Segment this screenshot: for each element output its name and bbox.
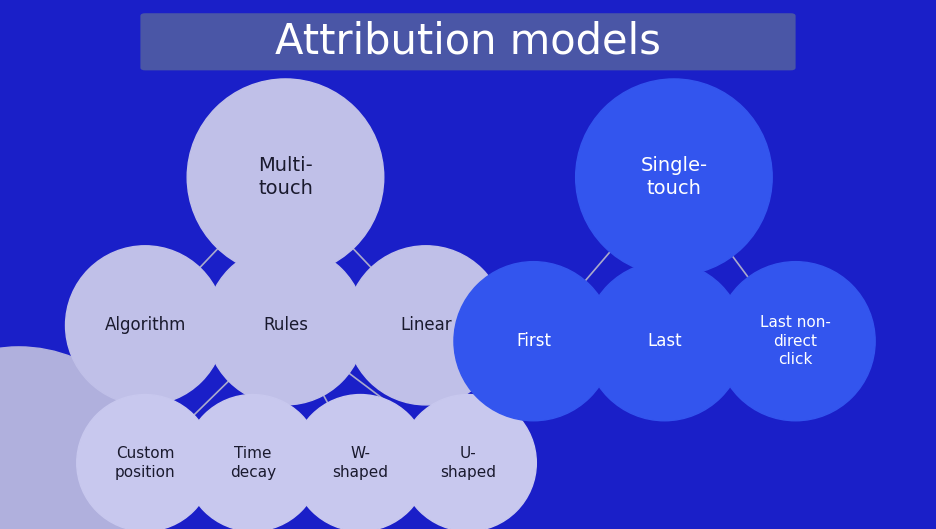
Text: Custom
position: Custom position <box>115 446 175 480</box>
FancyBboxPatch shape <box>140 13 796 70</box>
Ellipse shape <box>400 395 536 529</box>
Text: Rules: Rules <box>263 316 308 334</box>
Text: W-
shaped: W- shaped <box>332 446 388 480</box>
Text: Time
decay: Time decay <box>229 446 276 480</box>
Ellipse shape <box>206 246 365 405</box>
Text: Linear: Linear <box>400 316 452 334</box>
Ellipse shape <box>716 262 875 421</box>
Text: U-
shaped: U- shaped <box>440 446 496 480</box>
Text: Algorithm: Algorithm <box>105 316 185 334</box>
Ellipse shape <box>585 262 744 421</box>
Ellipse shape <box>66 246 225 405</box>
Text: Attribution models: Attribution models <box>275 21 661 63</box>
Text: Multi-
touch: Multi- touch <box>258 156 313 198</box>
Ellipse shape <box>346 246 505 405</box>
Text: Single-
touch: Single- touch <box>640 156 708 198</box>
Text: First: First <box>516 332 551 350</box>
Text: Last: Last <box>648 332 681 350</box>
Text: Last non-
direct
click: Last non- direct click <box>760 315 831 367</box>
Ellipse shape <box>187 79 384 276</box>
Ellipse shape <box>77 395 213 529</box>
Ellipse shape <box>0 347 164 529</box>
Ellipse shape <box>184 395 321 529</box>
Ellipse shape <box>292 395 429 529</box>
Ellipse shape <box>454 262 613 421</box>
Ellipse shape <box>576 79 772 276</box>
